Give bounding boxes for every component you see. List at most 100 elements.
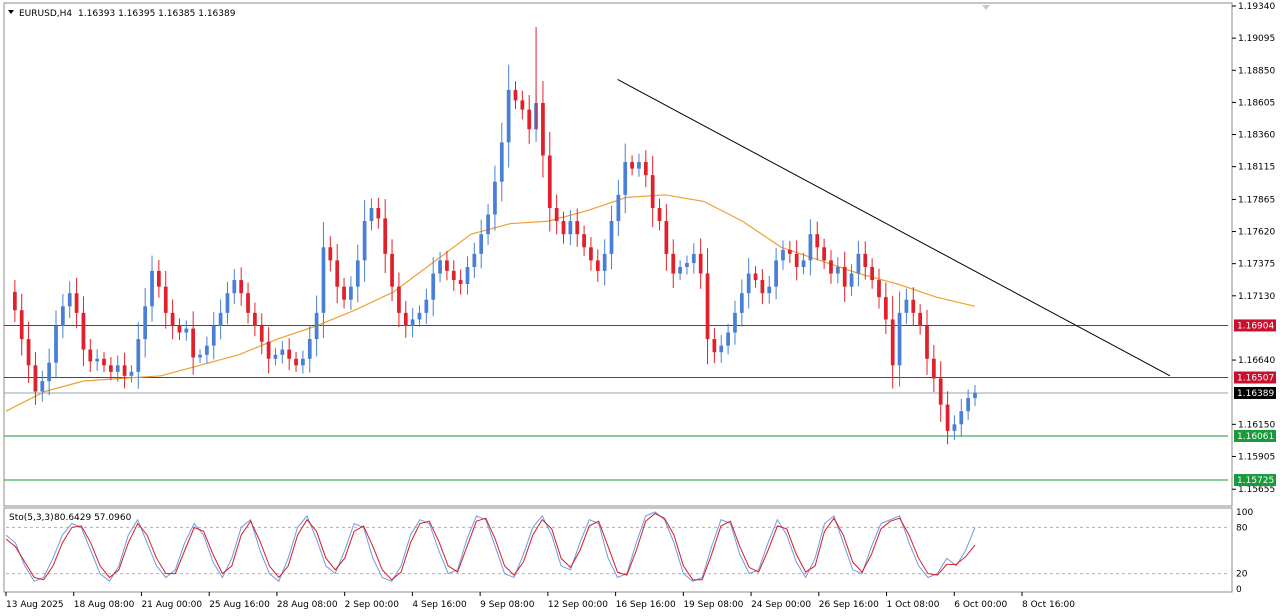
stochastic-label: Sto(5,3,3) (9, 513, 54, 523)
time-tick-label: 9 Sep 08:00 (480, 600, 535, 610)
candle-body (150, 270, 154, 307)
candle-body (321, 247, 326, 313)
candle-body (115, 365, 120, 372)
candle-body (877, 280, 881, 298)
candle-body (959, 411, 964, 425)
candle-body (445, 260, 449, 271)
candle-body (287, 349, 292, 359)
candle-body (259, 325, 264, 342)
candle-body (33, 365, 38, 392)
price-tick-label: 1.18605 (1238, 98, 1275, 108)
time-tick-label: 16 Sep 16:00 (616, 600, 676, 610)
price-tick-label: 1.18360 (1238, 131, 1275, 141)
stochastic-signal-line (5, 512, 976, 581)
candle-body (218, 312, 223, 326)
candle-body (47, 362, 52, 382)
candle-body (705, 273, 710, 340)
time-tick-label: 1 Oct 08:00 (887, 600, 940, 610)
stochastic-tick-label: 100 (1236, 508, 1253, 518)
candle-body (856, 253, 861, 274)
candle-body (637, 162, 641, 169)
time-tick-label: 21 Aug 00:00 (141, 600, 202, 610)
candle-body (733, 312, 737, 333)
trendline[interactable] (617, 78, 1171, 377)
candle-body (746, 273, 751, 294)
price-tick-label: 1.18850 (1238, 66, 1275, 76)
candle-body (966, 398, 971, 412)
price-labels: 1.169041.165071.163891.160611.157251.163… (1234, 319, 1276, 487)
candle-body (88, 349, 93, 362)
triangle-down-icon[interactable] (8, 10, 14, 14)
price-tick-label: 1.15905 (1238, 452, 1275, 462)
level-price-tag (1234, 319, 1276, 332)
candle-body (883, 297, 888, 320)
candle-body (925, 325, 929, 359)
candle-body (225, 293, 230, 313)
time-tick-label: 28 Aug 08:00 (277, 600, 338, 610)
candle-body (458, 280, 463, 285)
candle-body (774, 260, 778, 287)
candle-body (294, 358, 298, 366)
horizontal-levels (4, 324, 1228, 481)
candle-body (328, 247, 333, 261)
candle-body (362, 221, 367, 261)
candle-body (273, 354, 278, 359)
level-price-label: 1.16507 (1237, 374, 1274, 384)
candle-body (719, 345, 724, 353)
candle-body (191, 328, 196, 358)
candle-body (582, 234, 586, 248)
candle-body (678, 266, 682, 274)
candle-body (506, 89, 511, 143)
candle-body (12, 291, 17, 311)
time-tick-label: 26 Sep 16:00 (819, 600, 879, 610)
candle-body (19, 310, 24, 340)
candle-body (177, 325, 182, 333)
candle-body (890, 319, 895, 366)
candle-body (410, 319, 415, 326)
trendline-group[interactable] (617, 78, 1171, 377)
candle-body (726, 332, 730, 346)
candle-body (390, 253, 394, 287)
candle-body (136, 339, 141, 372)
candle-body (67, 293, 72, 307)
candle-body (541, 103, 545, 156)
candle-body (643, 162, 648, 176)
candle-body (547, 155, 552, 208)
candle-body (129, 371, 134, 376)
ohlc-values: 1.16393 1.16395 1.16385 1.16389 (78, 9, 236, 19)
candle-body (787, 249, 792, 254)
level-price-tag (1234, 474, 1276, 487)
stochastic-tick-label: 80 (1236, 523, 1248, 533)
candle-body (527, 109, 532, 130)
candle-body (849, 273, 854, 287)
price-tick-label: 1.15655 (1238, 485, 1275, 495)
price-tick-label: 1.18115 (1238, 163, 1275, 173)
scroll-marker-icon[interactable] (982, 5, 990, 10)
candle-body (349, 286, 353, 300)
candle-body (609, 221, 614, 254)
moving-average-line (5, 194, 976, 412)
time-tick-label: 6 Oct 00:00 (954, 600, 1007, 610)
stochastic-panel[interactable] (3, 507, 1233, 593)
candle-body (918, 312, 923, 326)
candle-body (314, 312, 319, 340)
candle-body (712, 339, 717, 353)
candle-body (239, 280, 244, 294)
candle-body (95, 358, 100, 362)
candle-body (767, 286, 772, 294)
candle-body (691, 253, 696, 264)
stochastic-tick-label: 20 (1236, 570, 1248, 580)
time-tick-label: 8 Oct 16:00 (1022, 600, 1075, 610)
candle-body (355, 260, 360, 287)
candle-body (81, 312, 86, 350)
candle-body (143, 306, 148, 340)
time-tick-label: 18 Aug 08:00 (74, 600, 135, 610)
price-panel[interactable] (3, 2, 1233, 507)
time-axis: 13 Aug 2025 18 Aug 08:00 21 Aug 00:00 25 Au… (5, 592, 1075, 610)
candle-body (781, 249, 785, 261)
candle-body (870, 266, 875, 281)
candle-body (595, 260, 600, 271)
level-price-tag (1234, 371, 1276, 384)
candle-body (431, 273, 436, 300)
